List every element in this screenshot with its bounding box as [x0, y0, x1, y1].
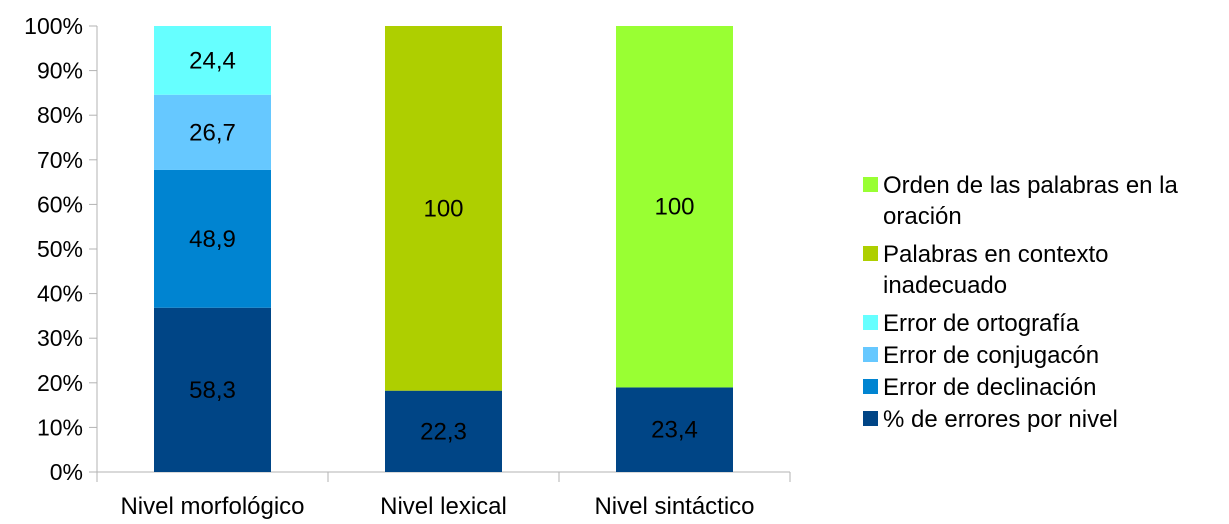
plot-area: 0% 10% 20% 30% 40% 50% 60% 70% 80% 90% 100% 58,3 48,…	[24, 13, 791, 520]
y-tick-label: 60%	[37, 191, 83, 217]
y-tick-label: 30%	[37, 325, 83, 351]
x-category-label: Nivel morfológico	[120, 493, 304, 520]
bar-segment	[385, 390, 502, 472]
data-label: 48,9	[189, 226, 236, 253]
bar-segment	[154, 94, 271, 170]
legend-label: % de errores por nivel	[883, 406, 1118, 433]
data-label: 58,3	[189, 377, 236, 404]
legend-label: oración	[883, 203, 962, 230]
legend-swatch	[863, 411, 878, 426]
bar-segment	[385, 26, 502, 391]
legend-label: Palabras en contexto	[883, 241, 1108, 268]
legend-label: inadecuado	[883, 272, 1007, 299]
bar-segment	[154, 307, 271, 472]
bar-segment	[616, 387, 733, 472]
y-tick-label: 0%	[50, 459, 83, 485]
legend-label: Error de ortografía	[883, 310, 1080, 337]
y-tick-label: 20%	[37, 370, 83, 396]
y-tick-label: 50%	[37, 236, 83, 262]
y-tick-label: 90%	[37, 58, 83, 84]
legend-label: Orden de las palabras en la	[883, 172, 1179, 199]
legend-swatch	[863, 177, 878, 192]
x-category-label: Nivel lexical	[380, 493, 507, 520]
bar-segment	[154, 169, 271, 308]
data-label: 100	[423, 195, 463, 222]
y-tick-label: 10%	[37, 414, 83, 440]
y-tick-label: 40%	[37, 281, 83, 307]
legend-label: Error de conjugacón	[883, 342, 1099, 369]
data-label: 23,4	[651, 417, 698, 444]
legend-swatch	[863, 347, 878, 362]
legend-label: Error de declinación	[883, 374, 1096, 401]
legend-swatch	[863, 379, 878, 394]
data-label: 26,7	[189, 119, 236, 146]
bar-segment	[154, 26, 271, 95]
bar-segment	[616, 26, 733, 388]
y-tick-label: 80%	[37, 102, 83, 128]
x-category-label: Nivel sintáctico	[594, 493, 754, 520]
legend-swatch	[863, 315, 878, 330]
data-label: 100	[654, 194, 694, 221]
legend: Orden de las palabras en la oración Palabr…	[863, 172, 1179, 433]
data-label: 24,4	[189, 47, 236, 74]
y-tick-label: 100%	[24, 13, 83, 39]
legend-swatch	[863, 246, 878, 261]
data-label: 22,3	[420, 418, 467, 445]
y-tick-label: 70%	[37, 147, 83, 173]
